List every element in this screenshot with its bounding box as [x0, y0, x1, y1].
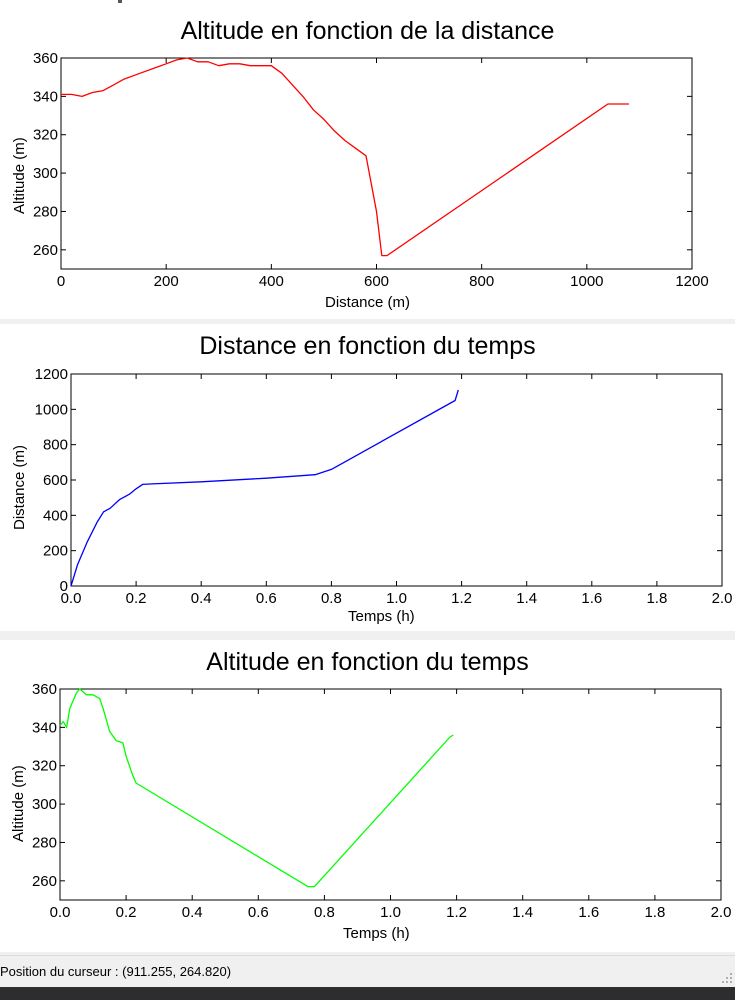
- chart-title: Distance en fonction du temps: [199, 332, 536, 360]
- x-tick-label: 800: [469, 273, 494, 290]
- x-axis-label: Temps (h): [348, 608, 415, 625]
- y-axis-label: Altitude (m): [10, 765, 27, 842]
- y-tick-label: 320: [33, 127, 58, 144]
- x-tick-label: 1.6: [581, 590, 602, 607]
- x-tick-label: 1.8: [644, 904, 665, 921]
- x-tick-label: 0.8: [321, 590, 342, 607]
- x-tick-label: 1.8: [646, 590, 667, 607]
- x-tick-label: 1.4: [516, 590, 537, 607]
- y-tick-label: 320: [32, 758, 57, 775]
- y-tick-label: 400: [43, 507, 68, 524]
- y-tick-label: 260: [32, 873, 57, 890]
- y-axis-label: Altitude (m): [11, 137, 28, 214]
- x-tick-label: 0.8: [314, 904, 335, 921]
- x-axis-label: Temps (h): [343, 925, 410, 942]
- x-tick-label: 0.4: [182, 904, 203, 921]
- window-top-strip: [0, 0, 735, 12]
- x-tick-label: 0.0: [61, 590, 82, 607]
- y-tick-label: 340: [32, 719, 57, 736]
- x-tick-label: 200: [154, 273, 179, 290]
- series-line: [59, 688, 454, 888]
- plot-frame: [60, 57, 693, 270]
- series-line: [70, 389, 459, 587]
- chart-panel-distance-temps: Distance en fonction du temps 0.0 0.2 0.4 0…: [0, 324, 735, 631]
- x-tick-label: 2.0: [711, 904, 732, 921]
- y-tick-label: 360: [32, 681, 57, 698]
- y-tick-label: 360: [33, 50, 58, 67]
- y-tick-label: 300: [32, 796, 57, 813]
- x-tick-label: 1.6: [578, 904, 599, 921]
- x-tick-label: 0.2: [126, 590, 147, 607]
- x-tick-label: 1200: [675, 273, 708, 290]
- y-tick-label: 0: [60, 578, 68, 595]
- resize-grip-icon[interactable]: [721, 972, 733, 984]
- x-tick-label: 0: [57, 273, 65, 290]
- chart-title: Altitude en fonction du temps: [206, 648, 529, 676]
- x-tick-label: 1.2: [451, 590, 472, 607]
- x-tick-label: 0.2: [116, 904, 137, 921]
- x-tick-label: 0.6: [256, 590, 277, 607]
- y-tick-label: 200: [43, 543, 68, 560]
- x-tick-label: 2.0: [712, 590, 733, 607]
- y-tick-label: 600: [43, 472, 68, 489]
- y-axis-label: Distance (m): [11, 444, 28, 530]
- status-bar: Position du curseur : (911.255, 264.820): [0, 955, 735, 988]
- title-fragment: [118, 0, 122, 3]
- x-tick-label: 0.0: [50, 904, 71, 921]
- y-tick-label: 800: [43, 437, 68, 454]
- x-tick-label: 600: [364, 273, 389, 290]
- chart-plot-altitude-distance[interactable]: 0 200 400 600 800 1000 1200 260 280 300 320 340 360: [0, 12, 735, 319]
- x-tick-label: 0.4: [191, 590, 212, 607]
- y-tick-label: 280: [32, 834, 57, 851]
- x-tick-label: 1.2: [446, 904, 467, 921]
- taskbar: [0, 987, 735, 1000]
- y-tick-label: 300: [33, 165, 58, 182]
- y-tick-label: 1200: [35, 366, 68, 383]
- y-tick-label: 260: [33, 242, 58, 259]
- cursor-position-text: Position du curseur : (911.255, 264.820): [0, 964, 232, 979]
- series-line: [61, 57, 629, 257]
- x-tick-label: 0.6: [248, 904, 269, 921]
- x-tick-label: 1.4: [512, 904, 533, 921]
- chart-panel-altitude-temps: Altitude en fonction du temps 0.0 0.2 0.4 0…: [0, 640, 735, 952]
- plot-frame: [59, 688, 722, 901]
- x-tick-label: 1.0: [380, 904, 401, 921]
- x-tick-label: 400: [259, 273, 284, 290]
- y-tick-label: 340: [33, 88, 58, 105]
- y-tick-label: 1000: [35, 401, 68, 418]
- x-axis-label: Distance (m): [325, 294, 411, 311]
- y-tick-label: 280: [33, 203, 58, 220]
- x-tick-label: 1000: [570, 273, 603, 290]
- chart-plot-distance-temps[interactable]: 0.0 0.2 0.4 0.6 0.8 1.0 1.2 1.4 1.6 1.8 2.0 0 200 400…: [0, 324, 735, 631]
- x-tick-label: 1.0: [386, 590, 407, 607]
- plot-frame: [70, 373, 723, 587]
- chart-title: Altitude en fonction de la distance: [180, 17, 555, 45]
- chart-plot-altitude-temps[interactable]: 0.0 0.2 0.4 0.6 0.8 1.0 1.2 1.4 1.6 1.8 2.0 260 280 3…: [0, 640, 735, 952]
- chart-panel-altitude-distance: Altitude en fonction de la distance 0 200…: [0, 12, 735, 319]
